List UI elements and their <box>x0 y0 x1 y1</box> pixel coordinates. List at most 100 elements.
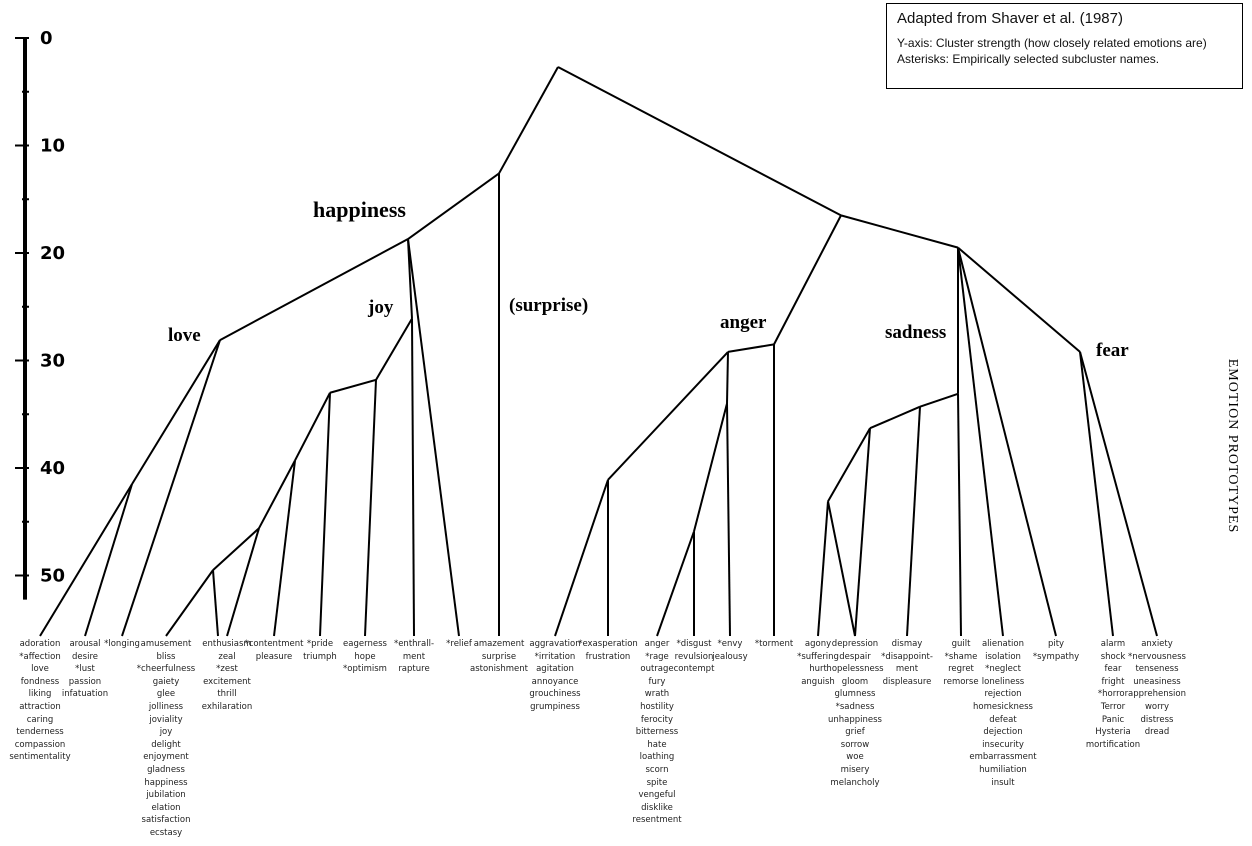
cluster-neglect: alienation isolation *neglect loneliness rej… <box>969 638 1036 789</box>
emotion-word: arousal <box>69 639 101 649</box>
branch-joy-joy_a <box>375 318 413 381</box>
branch-sad_d-sadness_leaf <box>827 501 856 637</box>
emotion-word: compassion <box>14 739 66 750</box>
cluster-horror: alarm shock fear fright *horror Terror Panic Hy… <box>1086 638 1140 751</box>
emotion-word: fondness <box>20 676 60 687</box>
cluster-rage: anger *rage outrage fury wrath hostility feroc… <box>632 638 681 827</box>
emotion-word: excitement <box>203 676 251 687</box>
emotion-word: *longing <box>104 639 140 649</box>
branch-sad_a-sad_b <box>919 392 959 408</box>
branch-anger_d-anger_c <box>693 403 728 532</box>
emotion-word: gladness <box>147 764 185 775</box>
emotion-word: ment <box>895 664 919 675</box>
emotion-word: ment <box>402 651 426 662</box>
emotion-word: resentment <box>632 815 682 826</box>
emotion-word: dismay <box>891 639 923 649</box>
emotion-word: *sadness <box>835 701 875 712</box>
emotion-word: passion <box>68 676 102 687</box>
branch-root-happy_surprise <box>498 66 559 174</box>
emotion-word: ecstasy <box>149 827 183 838</box>
emotion-word: loathing <box>639 752 675 763</box>
emotion-word: guilt <box>951 639 971 649</box>
cluster-disgust: *disgust revulsion contempt <box>674 638 715 676</box>
branch-sad_fear-neglect <box>957 247 1004 637</box>
emotion-word: ferocity <box>640 714 674 725</box>
emotion-word: dread <box>1144 727 1170 738</box>
cluster-disappointment: dismay *disappoint-ment displeasure <box>881 638 933 688</box>
prototype-label-anger: anger <box>720 312 767 333</box>
emotion-word: *disgust <box>676 639 712 649</box>
cluster-sadness_leaf: depression despair hopelessness gloom glumne… <box>826 638 883 789</box>
branch-joy_e-cheerfulness <box>165 569 214 637</box>
emotion-word: bitterness <box>635 727 679 738</box>
emotion-word: homesickness <box>973 701 1033 712</box>
cluster-relief: *relief <box>446 638 472 651</box>
prototype-label-sadness: sadness <box>885 322 947 343</box>
cluster-cheerfulness: amusement bliss *cheerfulness gaiety glee jol… <box>137 638 195 840</box>
emotion-word: glumness <box>834 689 876 700</box>
emotion-word: Hysteria <box>1095 727 1131 738</box>
emotion-word: *cheerfulness <box>136 664 196 675</box>
emotion-word: fright <box>1101 676 1125 687</box>
branch-joy_c-contentment <box>273 460 296 637</box>
emotion-word: frustration <box>585 651 631 662</box>
emotion-word: spite <box>646 777 668 788</box>
emotion-word: bliss <box>156 651 176 662</box>
cluster-lust: arousal desire *lust passion infatuation <box>62 638 108 701</box>
cluster-nervousness: anxiety *nervousness tenseness uneasiness ap… <box>1128 638 1186 739</box>
emotion-word: *irritation <box>534 651 576 662</box>
emotion-word: despair <box>839 651 871 662</box>
emotion-word: tenderness <box>16 727 64 738</box>
branch-happiness-love <box>219 238 409 341</box>
emotion-word: distress <box>1140 714 1174 725</box>
emotion-word: fury <box>648 676 666 687</box>
branch-sad_b-disappointment <box>906 406 921 637</box>
emotion-word: grouchiness <box>529 689 581 700</box>
branch-sad_c-sadness_leaf <box>854 428 871 637</box>
emotion-word: fear <box>1104 664 1122 675</box>
branch-fear-horror <box>1079 351 1114 637</box>
emotion-word: depression <box>831 639 879 649</box>
info-box-line-axis: Y-axis: Cluster strength (how closely re… <box>897 36 1207 50</box>
cluster-surprise: amazement surprise astonishment <box>470 638 528 676</box>
emotion-word: rapture <box>398 664 430 675</box>
emotion-word: *exasperation <box>578 639 638 649</box>
branch-love-longing <box>121 339 221 637</box>
branch-anger-anger_a <box>727 343 775 353</box>
cluster-optimism: eagerness hope *optimism <box>343 638 387 676</box>
emotion-word: caring <box>26 714 54 725</box>
branch-joy_e-zest_in <box>212 570 219 637</box>
branch-joy-enthrallment <box>411 318 415 637</box>
emotion-word: insult <box>991 777 1015 788</box>
emotion-word: pity <box>1047 639 1065 649</box>
emotion-word: uneasiness <box>1133 676 1181 687</box>
emotion-word: vengeful <box>638 790 676 801</box>
emotion-word: woe <box>846 752 864 763</box>
branch-joy_b-pride <box>319 392 331 637</box>
emotion-word: annoyance <box>531 676 579 687</box>
cluster-exasperation: *exasperation frustration <box>578 638 638 663</box>
branch-anger_a-anger_d <box>726 351 729 404</box>
emotion-word: grief <box>845 727 865 738</box>
emotion-word: jealousy <box>712 651 748 662</box>
emotion-word: *contentment <box>244 639 304 649</box>
cluster-sympathy: pity *sympathy <box>1033 638 1079 663</box>
emotion-word: scorn <box>645 764 669 775</box>
emotion-word: *envy <box>717 639 743 649</box>
emotion-word: amusement <box>140 639 192 649</box>
emotion-word: loneliness <box>981 676 1025 687</box>
emotion-word: *sympathy <box>1032 651 1080 662</box>
emotion-word: hurt <box>809 664 827 675</box>
emotion-word: enthusiasm <box>202 639 252 649</box>
emotion-word: liking <box>28 689 52 700</box>
branch-fear-nervousness <box>1079 351 1158 637</box>
branch-sad_fear-fear <box>957 246 1081 353</box>
axis-tick-label: 50 <box>40 566 65 587</box>
emotion-word: amazement <box>473 639 525 649</box>
info-box: Adapted from Shaver et al. (1987) Y-axis… <box>886 3 1243 89</box>
emotion-word: dejection <box>983 727 1023 738</box>
branch-joy_c-joy_d <box>258 460 296 529</box>
branch-anger_d-envy <box>726 403 731 637</box>
emotion-word: *lust <box>75 664 95 675</box>
emotion-word: *neglect <box>985 664 1021 675</box>
